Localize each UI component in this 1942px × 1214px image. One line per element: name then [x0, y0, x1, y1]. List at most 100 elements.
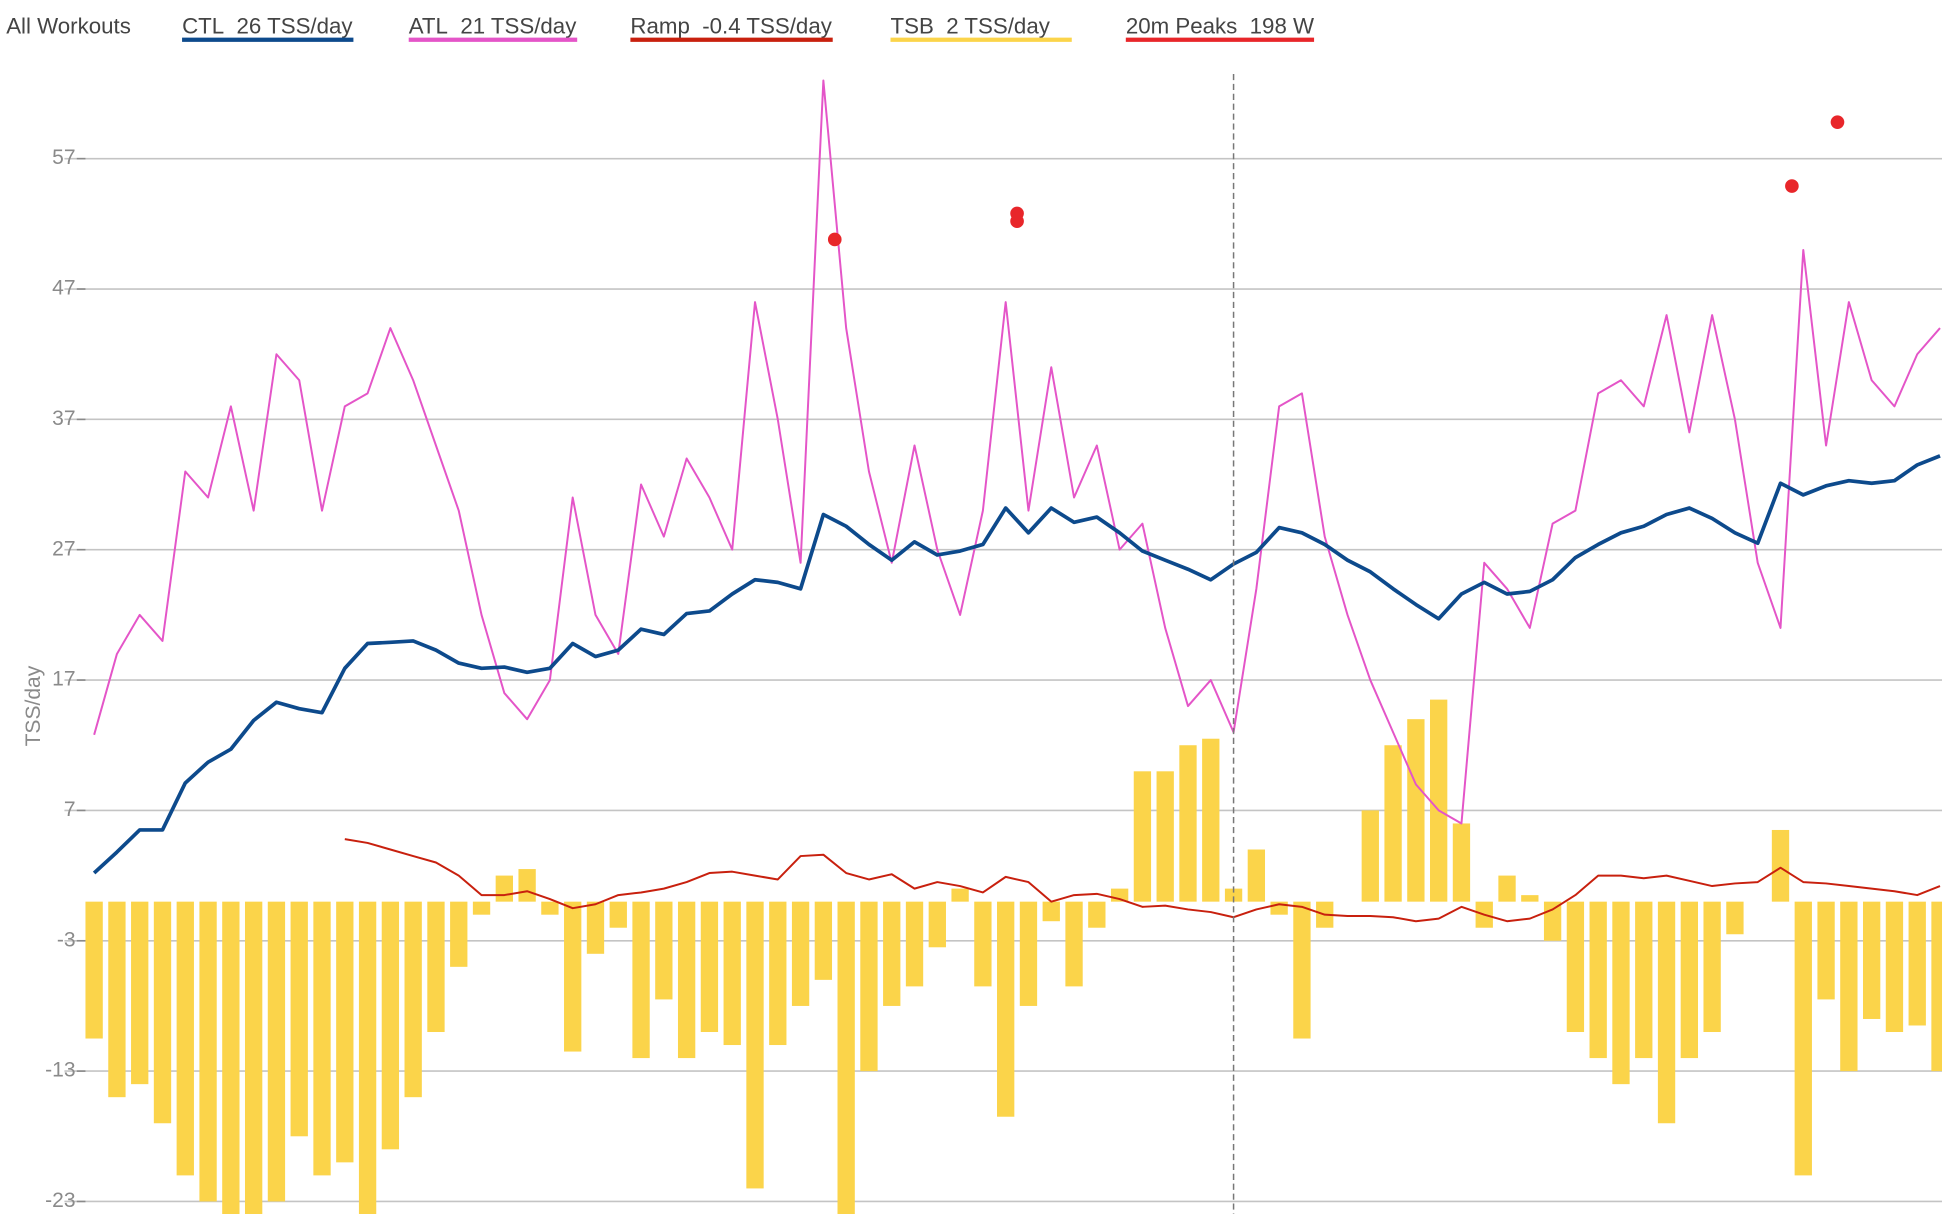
tsb-bar — [791, 901, 810, 1006]
tsb-bar — [1293, 901, 1311, 1039]
tsb-bar — [1498, 875, 1516, 902]
tsb-bar — [541, 901, 559, 915]
tsb-bar — [358, 901, 377, 1214]
tsb-bar — [1543, 901, 1562, 941]
tsb-bar — [313, 901, 331, 1176]
tsb-bar — [609, 901, 627, 928]
tsb-bar — [951, 888, 969, 902]
tsb-bar — [1589, 901, 1607, 1059]
legend-name: CTL — [182, 14, 224, 39]
legend-entry[interactable]: ATL 21 TSS/day — [409, 14, 577, 39]
legend-summary: -0.4 TSS/day — [702, 14, 832, 39]
tsb-bar — [655, 901, 673, 1000]
peak-point — [1010, 214, 1024, 229]
tsb-bar — [290, 901, 308, 1137]
tsb-bar — [176, 901, 194, 1176]
legend-summary: 21 TSS/day — [460, 14, 577, 39]
series-line — [344, 838, 1941, 923]
legend-summary: 26 TSS/day — [237, 14, 354, 39]
tsb-bar — [677, 901, 696, 1059]
tsb-bar — [518, 869, 536, 902]
peak-point — [827, 232, 842, 247]
legend-summary: 2 TSS/day — [946, 14, 1050, 39]
tsb-bar — [1156, 771, 1174, 902]
tsb-bar — [1726, 901, 1744, 935]
tsb-bar — [267, 901, 286, 1202]
filter-label[interactable]: All Workouts — [6, 14, 131, 39]
tsb-bar — [1680, 901, 1699, 1059]
y-tick-label: 47 — [52, 277, 75, 300]
tsb-bar — [1840, 901, 1858, 1072]
legend-entry[interactable]: TSB 2 TSS/day — [890, 14, 1050, 39]
tsb-bar — [769, 901, 787, 1046]
legend-name: ATL — [409, 14, 448, 39]
peak-point — [1830, 115, 1845, 129]
tsb-bar — [974, 901, 992, 987]
tsb-bar — [883, 901, 901, 1006]
tsb-bar — [1794, 901, 1812, 1176]
tsb-bar — [1224, 888, 1243, 902]
tsb-bar — [495, 875, 513, 902]
tsb-bar — [336, 901, 354, 1163]
tsb-bar — [1521, 895, 1539, 902]
tsb-bar — [1931, 901, 1942, 1072]
tsb-bar — [1657, 901, 1676, 1124]
tsb-bar — [723, 901, 741, 1046]
tsb-bar — [928, 901, 946, 948]
tsb-bar — [814, 901, 833, 980]
y-tick-label: 27 — [52, 537, 75, 560]
tsb-bar — [1862, 901, 1881, 1019]
legend-name: TSB — [890, 14, 933, 39]
legend-entry[interactable]: CTL 26 TSS/day — [182, 14, 353, 39]
tsb-bar — [1817, 901, 1835, 1000]
tsb-bar — [837, 901, 855, 1214]
y-tick-label: -23 — [45, 1189, 75, 1212]
tsb-bar — [1908, 901, 1926, 1026]
tsb-bar — [1133, 771, 1152, 902]
tsb-bar — [1361, 810, 1379, 902]
tsb-bar — [381, 901, 400, 1150]
tsb-bar — [1179, 745, 1197, 902]
tsb-bar — [244, 901, 263, 1214]
tsb-bar — [1885, 901, 1904, 1033]
tsb-bar — [1384, 745, 1402, 902]
tsb-bar — [222, 901, 240, 1214]
y-tick-label: -3 — [57, 928, 76, 951]
tsb-bar — [746, 901, 764, 1189]
legend-name: Ramp — [630, 14, 689, 39]
tsb-bar — [153, 901, 172, 1124]
tsb-bar — [1430, 699, 1448, 902]
tsb-bar — [1019, 901, 1038, 1006]
y-tick-label: 57 — [52, 146, 75, 169]
tsb-bar — [564, 901, 582, 1052]
y-tick-label: -13 — [45, 1059, 75, 1082]
tsb-bar — [586, 901, 605, 954]
peak-point — [1785, 179, 1799, 193]
tsb-bar — [404, 901, 422, 1098]
y-tick-label: 17 — [52, 668, 75, 691]
legend-name: 20m Peaks — [1126, 14, 1237, 39]
tsb-bar — [427, 901, 445, 1033]
tsb-bar — [85, 901, 103, 1039]
tsb-bar — [905, 901, 924, 987]
tsb-bar — [472, 901, 491, 915]
tsb-bar — [1042, 901, 1060, 922]
tsb-bar — [1771, 829, 1790, 902]
y-axis-label: TSS/day — [22, 665, 45, 746]
tsb-bar — [1703, 901, 1721, 1033]
tsb-bar — [108, 901, 126, 1098]
tsb-bar — [1452, 823, 1471, 902]
tsb-bar — [1566, 901, 1585, 1033]
tsb-bar — [1065, 901, 1083, 987]
legend-summary: 198 W — [1250, 14, 1314, 39]
legend-entry[interactable]: Ramp -0.4 TSS/day — [630, 14, 832, 39]
series-line — [92, 454, 1941, 875]
tsb-bar — [860, 901, 878, 1072]
tsb-bar — [1247, 849, 1266, 902]
tsb-bar — [1635, 901, 1653, 1059]
legend-entry[interactable]: 20m Peaks 198 W — [1126, 14, 1314, 39]
tsb-bar — [450, 901, 468, 967]
tsb-bar — [997, 901, 1015, 1117]
